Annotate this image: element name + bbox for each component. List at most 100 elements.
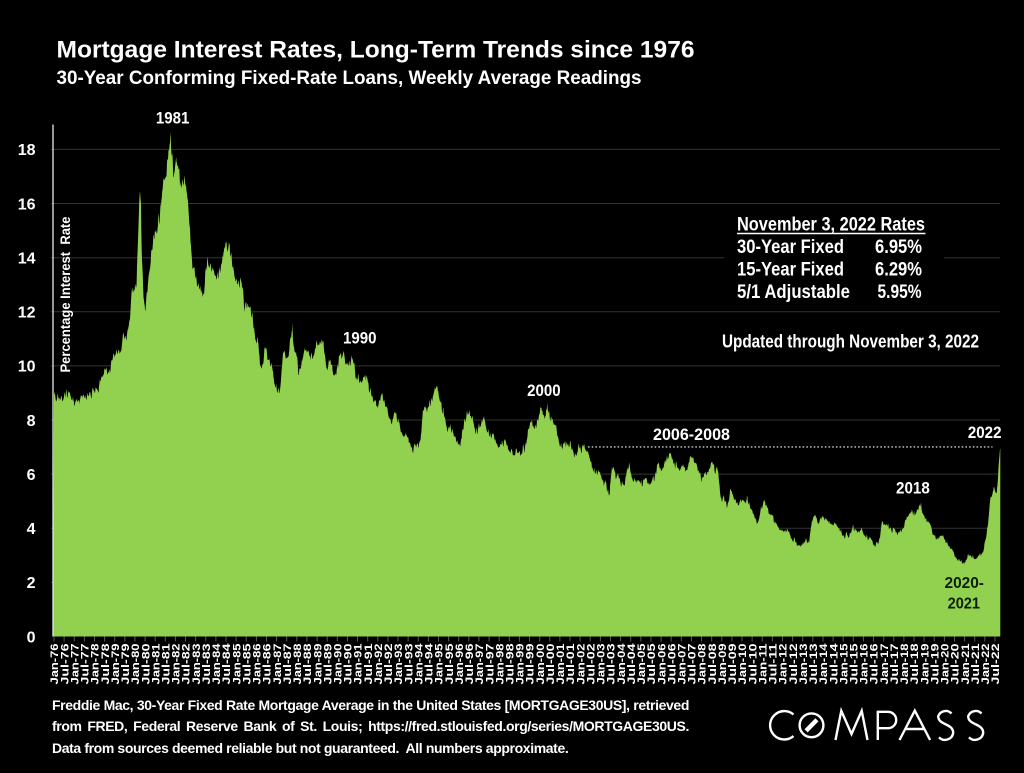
svg-text:Jan-83: Jan-83 <box>191 644 203 685</box>
svg-text:Jan-21: Jan-21 <box>960 644 972 685</box>
svg-text:2020-: 2020- <box>945 575 984 592</box>
svg-text:Jan-17: Jan-17 <box>879 644 891 685</box>
svg-text:4: 4 <box>27 521 36 538</box>
svg-text:6.95%: 6.95% <box>875 237 922 258</box>
svg-text:0: 0 <box>27 629 36 646</box>
svg-text:Jan-22: Jan-22 <box>980 644 992 685</box>
svg-text:Jul-91: Jul-91 <box>363 644 375 685</box>
svg-text:Jul-81: Jul-81 <box>161 644 173 685</box>
svg-text:Jul-00: Jul-00 <box>545 644 557 685</box>
svg-text:Jul-19: Jul-19 <box>929 644 941 685</box>
svg-text:Jan-20: Jan-20 <box>940 644 952 685</box>
svg-text:Jan-07: Jan-07 <box>677 644 689 685</box>
svg-text:Jul-79: Jul-79 <box>120 644 132 685</box>
svg-text:Jul-83: Jul-83 <box>201 644 213 685</box>
svg-text:Jan-14: Jan-14 <box>818 642 830 684</box>
svg-text:Jul-84: Jul-84 <box>221 642 233 684</box>
svg-text:2018: 2018 <box>896 480 930 498</box>
svg-text:Jan-06: Jan-06 <box>656 644 668 685</box>
svg-text:Jul-86: Jul-86 <box>262 644 274 685</box>
svg-text:Jul-92: Jul-92 <box>383 644 395 685</box>
svg-text:Jul-21: Jul-21 <box>970 644 982 685</box>
svg-text:Jul-10: Jul-10 <box>747 644 759 685</box>
svg-text:Jul-97: Jul-97 <box>484 644 496 685</box>
svg-text:Jan-12: Jan-12 <box>778 644 790 685</box>
svg-text:Jul-09: Jul-09 <box>727 644 739 685</box>
svg-text:2006-2008: 2006-2008 <box>653 426 730 444</box>
svg-text:2022: 2022 <box>968 424 1002 442</box>
svg-text:Jan-92: Jan-92 <box>373 644 385 685</box>
svg-text:Jan-76: Jan-76 <box>49 644 61 685</box>
svg-text:Updated through November 3, 20: Updated through November 3, 2022 <box>722 331 979 352</box>
svg-text:Jul-02: Jul-02 <box>585 644 597 685</box>
svg-text:Jul-12: Jul-12 <box>788 644 800 685</box>
svg-text:10: 10 <box>18 359 36 376</box>
svg-text:Jul-06: Jul-06 <box>666 644 678 685</box>
svg-text:Jan-86: Jan-86 <box>252 644 264 685</box>
svg-text:Jan-95: Jan-95 <box>434 644 446 685</box>
svg-text:Jul-20: Jul-20 <box>950 644 962 685</box>
svg-text:Jul-05: Jul-05 <box>646 644 658 685</box>
svg-text:Jul-08: Jul-08 <box>707 644 719 685</box>
svg-text:Jul-14: Jul-14 <box>828 642 840 684</box>
svg-text:Jan-94: Jan-94 <box>413 642 425 684</box>
svg-text:Jan-82: Jan-82 <box>171 644 183 685</box>
svg-text:Jul-88: Jul-88 <box>302 644 314 685</box>
svg-text:Jul-94: Jul-94 <box>424 642 436 684</box>
svg-text:Jul-90: Jul-90 <box>343 644 355 685</box>
svg-text:18: 18 <box>18 142 36 159</box>
svg-text:Mortgage Interest Rates, Long-: Mortgage Interest Rates, Long-Term Trend… <box>57 37 695 64</box>
svg-text:Jan-81: Jan-81 <box>150 644 162 685</box>
svg-text:Jan-97: Jan-97 <box>474 644 486 685</box>
svg-text:Jan-99: Jan-99 <box>515 644 527 685</box>
svg-text:Jul-99: Jul-99 <box>525 644 537 685</box>
svg-text:6: 6 <box>27 467 36 484</box>
svg-text:Jul-87: Jul-87 <box>282 644 294 685</box>
svg-text:14: 14 <box>18 251 36 268</box>
svg-text:Jan-90: Jan-90 <box>333 644 345 685</box>
svg-text:Jan-15: Jan-15 <box>838 644 850 685</box>
svg-text:Jan-02: Jan-02 <box>575 644 587 685</box>
svg-text:16: 16 <box>18 196 36 213</box>
svg-text:Jan-01: Jan-01 <box>555 644 567 685</box>
svg-text:Jul-78: Jul-78 <box>100 644 112 685</box>
svg-text:November 3, 2022 Rates: November 3, 2022 Rates <box>737 215 925 236</box>
svg-text:Jan-88: Jan-88 <box>292 644 304 685</box>
svg-text:Jul-17: Jul-17 <box>889 644 901 685</box>
svg-text:Jul-13: Jul-13 <box>808 644 820 685</box>
svg-text:Jan-80: Jan-80 <box>130 644 142 685</box>
svg-text:Percentage Interest Rate: Percentage Interest Rate <box>57 216 73 372</box>
svg-text:5/1 Adjustable: 5/1 Adjustable <box>737 282 850 303</box>
svg-text:Jul-80: Jul-80 <box>140 644 152 685</box>
svg-text:1981: 1981 <box>156 109 190 127</box>
svg-text:Jul-96: Jul-96 <box>464 644 476 685</box>
svg-text:6.29%: 6.29% <box>875 260 922 281</box>
svg-text:Jul-95: Jul-95 <box>444 644 456 685</box>
svg-text:1990: 1990 <box>343 330 377 348</box>
svg-text:Jan-89: Jan-89 <box>312 644 324 685</box>
svg-text:2000: 2000 <box>527 382 561 400</box>
svg-text:Jan-96: Jan-96 <box>454 644 466 685</box>
svg-text:12: 12 <box>18 305 36 322</box>
svg-text:Jan-00: Jan-00 <box>535 644 547 685</box>
svg-text:Jul-03: Jul-03 <box>606 644 618 685</box>
svg-text:Jul-22: Jul-22 <box>990 644 1002 685</box>
svg-text:2021: 2021 <box>948 595 980 612</box>
svg-text:Jan-77: Jan-77 <box>69 644 81 685</box>
svg-text:Jul-04: Jul-04 <box>626 642 638 684</box>
svg-text:Jan-11: Jan-11 <box>757 644 769 685</box>
svg-text:Jul-16: Jul-16 <box>869 644 881 685</box>
svg-text:5.95%: 5.95% <box>878 282 922 303</box>
svg-text:Jul-07: Jul-07 <box>687 644 699 685</box>
svg-text:Jan-78: Jan-78 <box>90 644 102 685</box>
svg-text:Jan-98: Jan-98 <box>494 644 506 685</box>
svg-text:Jul-85: Jul-85 <box>241 644 253 685</box>
svg-text:Jan-08: Jan-08 <box>697 644 709 685</box>
svg-text:Jan-18: Jan-18 <box>899 644 911 685</box>
svg-text:Jan-79: Jan-79 <box>110 644 122 685</box>
svg-text:Jan-19: Jan-19 <box>919 644 931 685</box>
svg-text:Jul-01: Jul-01 <box>565 644 577 685</box>
svg-text:15-Year Fixed: 15-Year Fixed <box>737 260 844 281</box>
svg-text:Jan-04: Jan-04 <box>616 642 628 684</box>
svg-text:Jul-15: Jul-15 <box>849 644 861 685</box>
